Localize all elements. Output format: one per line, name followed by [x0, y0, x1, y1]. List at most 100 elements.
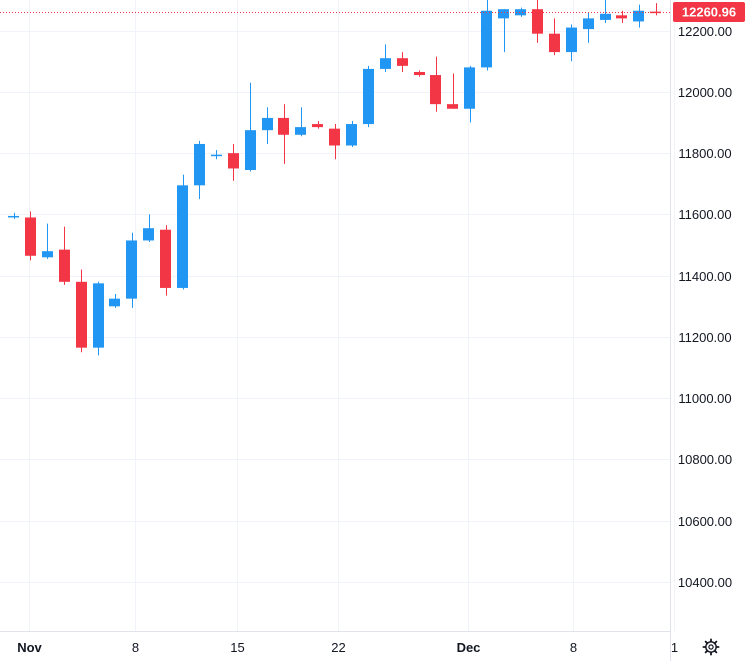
gear-tooth	[713, 649, 718, 654]
candle	[380, 44, 391, 72]
y-tick-label: 11400.00	[678, 269, 731, 284]
y-tick-label: 11600.00	[678, 207, 731, 222]
candle-body	[211, 154, 222, 157]
candle	[600, 0, 611, 23]
candle	[633, 4, 644, 28]
y-tick-label: 12200.00	[678, 24, 732, 39]
candle-body	[312, 124, 323, 128]
last-price-label: 12260.96	[682, 4, 736, 19]
candle	[363, 65, 374, 128]
last-price-tag: 12260.96	[673, 1, 745, 22]
candle	[262, 107, 273, 144]
candle	[312, 120, 323, 129]
candle	[329, 124, 340, 160]
candle-body	[633, 10, 644, 22]
candle-body	[143, 228, 154, 241]
y-tick-label: 11200.00	[678, 330, 731, 345]
candle-body	[498, 9, 509, 19]
candle	[143, 214, 154, 242]
candle-body	[566, 27, 577, 53]
candle-body	[8, 215, 19, 218]
candle-body	[616, 15, 627, 19]
candle-body	[397, 58, 408, 66]
grid-lines	[0, 0, 675, 631]
candle	[481, 0, 492, 71]
candle	[295, 107, 306, 137]
gear-tooth	[704, 649, 709, 654]
y-tick-label: 10800.00	[678, 452, 732, 467]
candle	[177, 174, 188, 290]
candle-body	[600, 13, 611, 20]
gear-tooth	[704, 640, 709, 645]
candle	[126, 232, 137, 308]
candle-body	[295, 127, 306, 135]
candle	[515, 7, 526, 17]
candle	[346, 120, 357, 148]
candle-body	[464, 67, 475, 109]
x-tick-label: 8	[570, 640, 577, 655]
candle-body	[194, 143, 205, 186]
candle	[109, 294, 120, 308]
candle	[228, 143, 239, 181]
candle	[245, 82, 256, 172]
candle-body	[414, 71, 425, 76]
x-tick-label: Dec	[457, 640, 481, 655]
candle-body	[59, 249, 70, 282]
candle	[566, 24, 577, 62]
y-tick-label: 10400.00	[678, 575, 732, 590]
candles	[8, 0, 661, 356]
candle-body	[93, 283, 104, 348]
candle-body	[650, 11, 661, 14]
candle-body	[363, 68, 374, 125]
candle	[76, 269, 87, 353]
candle-body	[329, 128, 340, 146]
candle	[42, 223, 53, 259]
candle-body	[278, 117, 289, 135]
candle	[414, 70, 425, 77]
x-tick-label: 15	[230, 640, 244, 655]
candle-body	[228, 153, 239, 169]
candle-body	[380, 58, 391, 69]
y-tick-label: 11800.00	[678, 146, 731, 161]
x-tick-label: Nov	[17, 640, 42, 655]
candle	[93, 281, 104, 356]
candle	[549, 18, 560, 56]
y-tick-label: 12000.00	[678, 85, 732, 100]
candle-body	[532, 9, 543, 34]
candle	[397, 52, 408, 72]
x-tick-label: 22	[331, 640, 345, 655]
candle-body	[126, 240, 137, 299]
candle	[8, 212, 19, 220]
candle-body	[245, 130, 256, 171]
candle-body	[481, 10, 492, 68]
candle-body	[76, 281, 87, 348]
candle	[464, 65, 475, 123]
candle-body	[515, 9, 526, 16]
gear-tooth	[713, 640, 718, 645]
candle-body	[447, 104, 458, 109]
candle	[160, 225, 171, 296]
candle-body	[42, 251, 53, 258]
x-tick-label: 1	[671, 640, 678, 655]
candle	[194, 140, 205, 200]
y-tick-label: 11000.00	[678, 391, 731, 406]
candle	[650, 3, 661, 16]
candle-body	[549, 33, 560, 53]
last-price-box	[673, 1, 745, 22]
candle	[447, 73, 458, 109]
x-tick-label: 8	[132, 640, 139, 655]
candle	[532, 0, 543, 43]
time-axis[interactable]: Nov 8 15 22 Dec 8 1	[17, 640, 678, 655]
candle-body	[109, 298, 120, 307]
candle	[498, 9, 509, 53]
candle	[211, 150, 222, 160]
candle-body	[583, 18, 594, 30]
price-axis[interactable]: 12200.00 12000.00 11800.00 11600.00 11400.00…	[678, 24, 732, 590]
candle-body	[177, 185, 188, 288]
candle-body	[430, 75, 441, 105]
candle	[430, 56, 441, 112]
candle	[278, 104, 289, 164]
gear-icon[interactable]	[702, 638, 720, 656]
candle	[59, 226, 70, 285]
